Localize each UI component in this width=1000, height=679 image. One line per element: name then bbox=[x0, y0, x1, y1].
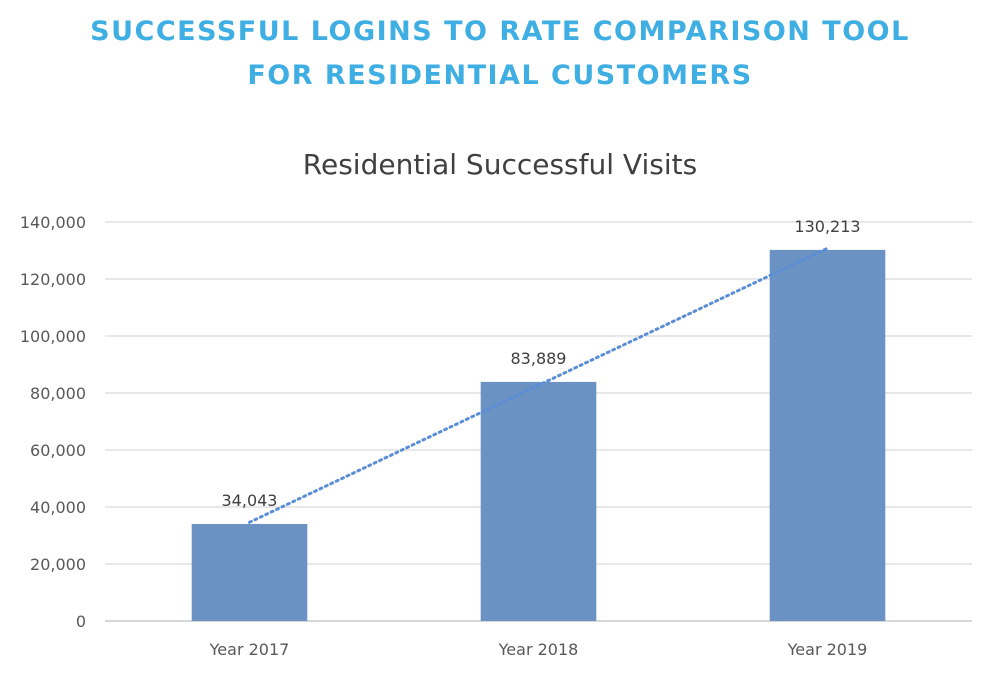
x-tick-label: Year 2019 bbox=[787, 640, 868, 659]
linear-trendline bbox=[248, 246, 829, 524]
x-tick-label: Year 2017 bbox=[209, 640, 290, 659]
data-label: 83,889 bbox=[511, 349, 567, 368]
bar-year-2018 bbox=[480, 381, 597, 621]
headline-line-1: SUCCESSFUL LOGINS TO RATE COMPARISON TOO… bbox=[90, 16, 910, 47]
y-tick-label: 120,000 bbox=[20, 270, 86, 289]
bars bbox=[191, 249, 886, 621]
x-tick-label: Year 2018 bbox=[498, 640, 579, 659]
y-tick-label: 140,000 bbox=[20, 213, 86, 232]
y-axis-ticks: 0 20,000 40,000 60,000 80,000 100,000 120,000 1… bbox=[20, 213, 86, 631]
y-tick-label: 80,000 bbox=[30, 384, 86, 403]
chart-title: Residential Successful Visits bbox=[302, 148, 698, 181]
bar-year-2019 bbox=[769, 249, 886, 621]
bar-year-2017 bbox=[191, 523, 308, 621]
y-tick-label: 60,000 bbox=[30, 441, 86, 460]
y-tick-label: 40,000 bbox=[30, 498, 86, 517]
page-headline: SUCCESSFUL LOGINS TO RATE COMPARISON TOO… bbox=[0, 10, 1000, 98]
data-labels: 34,043 83,889 130,213 bbox=[222, 217, 861, 510]
headline-line-2: FOR RESIDENTIAL CUSTOMERS bbox=[247, 60, 753, 91]
y-tick-label: 20,000 bbox=[30, 555, 86, 574]
y-tick-label: 0 bbox=[76, 612, 86, 631]
data-label: 34,043 bbox=[222, 491, 278, 510]
y-tick-label: 100,000 bbox=[20, 327, 86, 346]
data-label: 130,213 bbox=[794, 217, 860, 236]
trendline bbox=[248, 246, 829, 524]
x-axis-ticks: Year 2017 Year 2018 Year 2019 bbox=[209, 640, 868, 659]
